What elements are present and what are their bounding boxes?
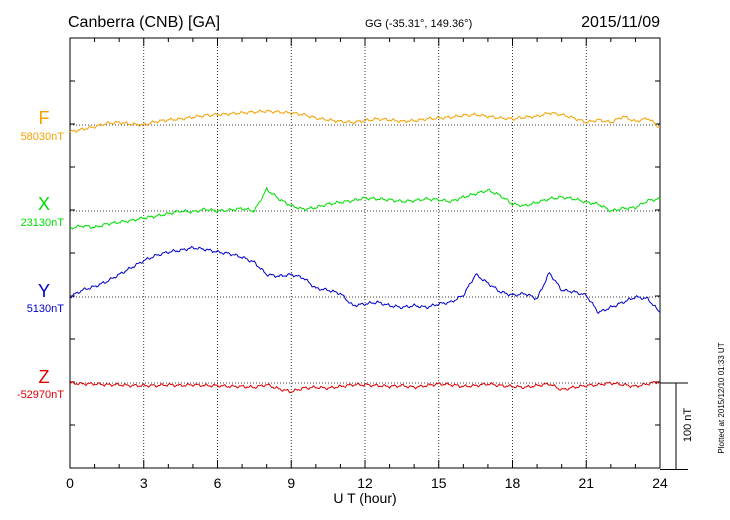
x-tick-label: 12 [357,475,373,491]
series-line-y [69,245,661,314]
scale-bar [660,382,688,470]
station-title: Canberra (CNB) [GA] [68,14,220,31]
coords-label: GG (-35.31°, 149.36°) [365,18,472,30]
x-tick-label: 0 [66,475,74,491]
series-line-x [69,186,661,230]
date-label: 2015/11/09 [581,14,660,31]
x-ticks [69,38,661,468]
baselines [70,124,660,384]
x-grid [143,38,587,468]
plot-frame [69,37,661,469]
y-ticks [70,80,660,426]
series-name-y: Y [38,281,50,301]
baseline-value-f: 58030nT [21,131,65,143]
baseline-value-y: 5130nT [27,303,65,315]
plotted-note: Plotted at 2015/12/10 01:33 UT [717,342,726,453]
series-name-x: X [38,194,50,214]
x-axis-label: U T (hour) [333,490,396,506]
series-line-z [70,380,661,394]
series-line-f [69,109,661,133]
x-tick-label: 21 [578,475,594,491]
series-name-z: Z [39,367,50,387]
x-tick-labels: 0 3 6 9 12 15 18 21 24 [66,475,668,491]
baseline-value-z: -52970nT [17,389,64,401]
series-labels: F 58030nT X 23130nT Y 5130nT Z -52970nT [17,108,64,401]
x-tick-label: 18 [505,475,521,491]
x-tick-label: 3 [140,475,148,491]
x-tick-label: 24 [652,475,668,491]
x-tick-label: 6 [214,475,222,491]
series-lines [69,109,661,394]
x-tick-label: 9 [287,475,295,491]
scale-bar-label: 100 nT [682,408,694,443]
x-tick-label: 15 [431,475,447,491]
series-name-f: F [39,108,50,128]
baseline-value-x: 23130nT [21,217,65,229]
